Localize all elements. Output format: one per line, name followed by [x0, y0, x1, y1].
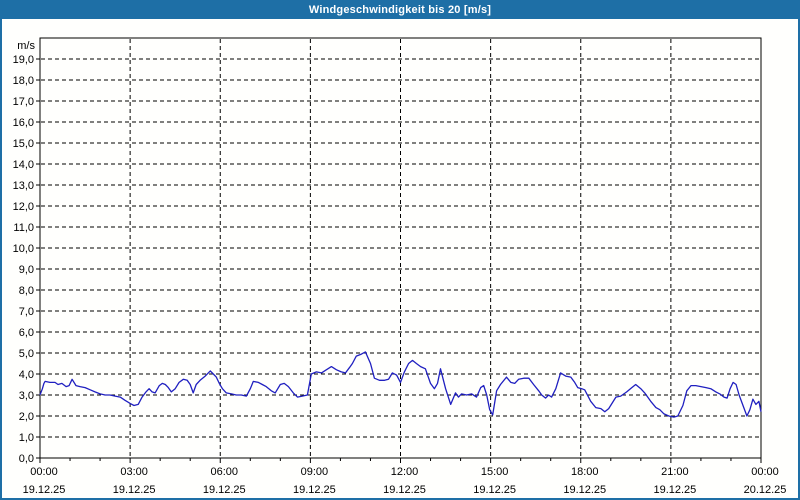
y-tick-label: 0,0 [19, 453, 34, 465]
y-axis-unit: m/s [17, 40, 35, 52]
x-tick-time: 09:00 [301, 466, 329, 478]
y-tick-label: 4,0 [19, 369, 34, 381]
y-tick-label: 9,0 [19, 264, 34, 276]
y-tick-label: 14,0 [13, 159, 34, 171]
x-tick-time: 00:00 [30, 466, 58, 478]
x-tick-date: 19.12.25 [203, 484, 246, 496]
y-tick-label: 16,0 [13, 117, 34, 129]
x-tick-time: 03:00 [120, 466, 148, 478]
y-tick-label: 3,0 [19, 390, 34, 402]
y-tick-label: 1,0 [19, 432, 34, 444]
y-tick-label: 7,0 [19, 306, 34, 318]
x-tick-date: 19.12.25 [113, 484, 156, 496]
y-tick-label: 6,0 [19, 327, 34, 339]
x-tick-date: 19.12.25 [23, 484, 66, 496]
wind-speed-line [39, 351, 762, 418]
x-tick-date: 19.12.25 [383, 484, 426, 496]
x-tick-date: 19.12.25 [653, 484, 696, 496]
y-tick-label: 5,0 [19, 348, 34, 360]
axis-labels: 0,0 1,0 2,0 3,0 4,0 5,0 6,0 7,0 8,0 9,0 10,0 11,0 12… [13, 40, 787, 496]
x-tick-time: 06:00 [210, 466, 238, 478]
y-tick-label: 11,0 [13, 222, 34, 234]
x-tick-time: 12:00 [391, 466, 419, 478]
x-tick-date: 20.12.25 [744, 484, 787, 496]
x-tick-date: 19.12.25 [293, 484, 336, 496]
y-tick-label: 17,0 [13, 96, 34, 108]
x-tick-time: 18:00 [571, 466, 599, 478]
window-titlebar: Windgeschwindigkeit bis 20 [m/s] [0, 0, 800, 19]
y-tick-label: 12,0 [13, 201, 34, 213]
y-tick-label: 13,0 [13, 180, 34, 192]
y-tick-label: 10,0 [13, 243, 34, 255]
x-tick-date: 19.12.25 [473, 484, 516, 496]
x-tick-time: 15:00 [481, 466, 509, 478]
y-tick-label: 15,0 [13, 138, 34, 150]
y-tick-label: 18,0 [13, 75, 34, 87]
gridlines [41, 39, 760, 457]
x-tick-time: 00:00 [751, 466, 779, 478]
data-series [39, 351, 762, 418]
x-tick-date: 19.12.25 [563, 484, 606, 496]
x-tick-time: 21:00 [661, 466, 689, 478]
y-tick-label: 19,0 [13, 54, 34, 66]
axes [36, 37, 762, 463]
y-tick-label: 2,0 [19, 411, 34, 423]
y-tick-label: 8,0 [19, 285, 34, 297]
window-title: Windgeschwindigkeit bis 20 [m/s] [308, 3, 492, 16]
